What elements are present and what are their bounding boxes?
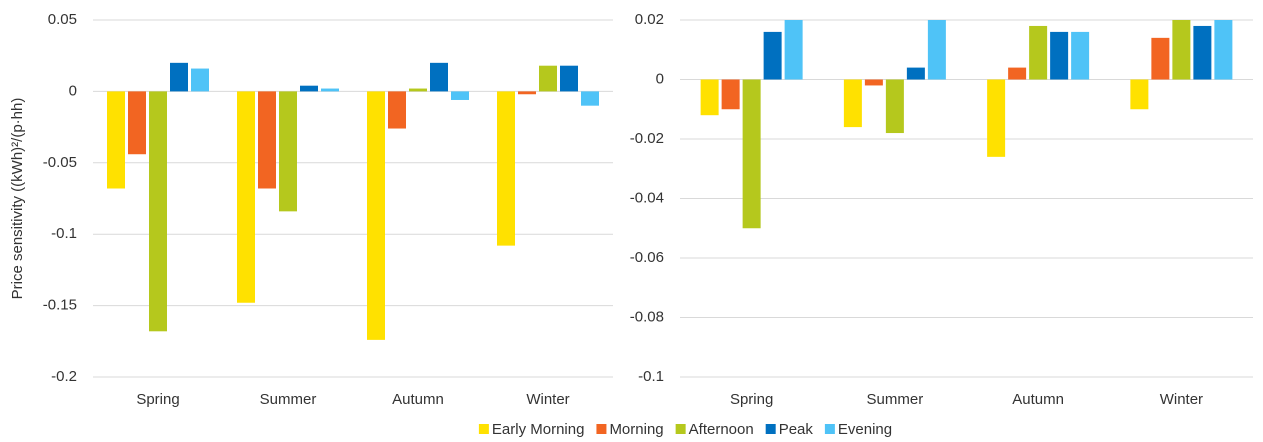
legend-label: Afternoon [689, 421, 754, 438]
bar [1071, 31, 1090, 80]
bar [258, 91, 276, 189]
y-tick-label: 0.02 [635, 11, 664, 28]
bar [451, 91, 469, 100]
y-tick-label: -0.1 [638, 368, 664, 385]
x-tick-label: Winter [526, 391, 569, 408]
legend-swatch [478, 424, 489, 434]
y-tick-label: -0.15 [43, 297, 77, 314]
bar [1193, 25, 1212, 80]
y-tick-label: -0.06 [630, 249, 664, 266]
bar [497, 91, 515, 246]
x-tick-label: Autumn [392, 391, 444, 408]
y-tick-label: -0.08 [630, 308, 664, 325]
bar [906, 67, 925, 80]
y-tick-label: 0.05 [48, 11, 77, 28]
bar [784, 20, 803, 80]
bar [388, 91, 406, 129]
y-tick-label: 0 [69, 82, 77, 99]
bar [864, 79, 883, 86]
y-tick-label: -0.1 [51, 225, 77, 242]
y-tick-label: 0 [656, 70, 664, 87]
bar [170, 62, 188, 92]
bar [279, 91, 297, 212]
bar [742, 79, 761, 229]
bar [763, 31, 782, 80]
legend-label: Morning [609, 421, 663, 438]
bar [721, 79, 740, 110]
legend-swatch [824, 424, 835, 434]
bar [927, 20, 946, 80]
bar [321, 88, 339, 92]
bar [539, 65, 557, 92]
bar [581, 91, 599, 106]
bar [1151, 37, 1170, 80]
bar [518, 91, 536, 95]
x-tick-label: Summer [867, 391, 924, 408]
legend: Early Morning Morning Afternoon Peak Evening [478, 421, 892, 438]
bar [128, 91, 146, 155]
bar [367, 91, 385, 340]
legend-swatch [765, 424, 776, 434]
x-tick-label: Summer [260, 391, 317, 408]
bar [149, 91, 167, 332]
y-tick-label: -0.02 [630, 130, 664, 147]
bar [700, 79, 719, 116]
bar [1029, 25, 1048, 80]
bar [1172, 20, 1191, 80]
bar [1214, 20, 1233, 80]
y-tick-label: -0.04 [630, 189, 664, 206]
y-tick-label: -0.05 [43, 154, 77, 171]
y-axis-title: Price sensitivity ((kWh)²/(p·hh) [9, 98, 26, 300]
legend-label: Peak [779, 421, 814, 438]
bar [191, 68, 209, 92]
bar [1130, 79, 1149, 110]
bar [300, 85, 318, 92]
x-tick-label: Winter [1160, 391, 1203, 408]
legend-swatch [596, 424, 607, 434]
bar [1008, 67, 1027, 80]
bar [1050, 31, 1069, 80]
bar [409, 88, 427, 92]
legend-label: Evening [838, 421, 892, 438]
legend-label: Early Morning [492, 421, 585, 438]
x-tick-label: Autumn [1012, 391, 1064, 408]
legend-swatch [675, 424, 686, 434]
bar [843, 79, 862, 128]
y-tick-label: -0.2 [51, 368, 77, 385]
x-tick-label: Spring [136, 391, 179, 408]
bar [560, 65, 578, 92]
x-tick-label: Spring [730, 391, 773, 408]
bar [885, 79, 904, 134]
bar [987, 79, 1006, 157]
bar [107, 91, 125, 189]
bar [237, 91, 255, 303]
bar [430, 62, 448, 92]
